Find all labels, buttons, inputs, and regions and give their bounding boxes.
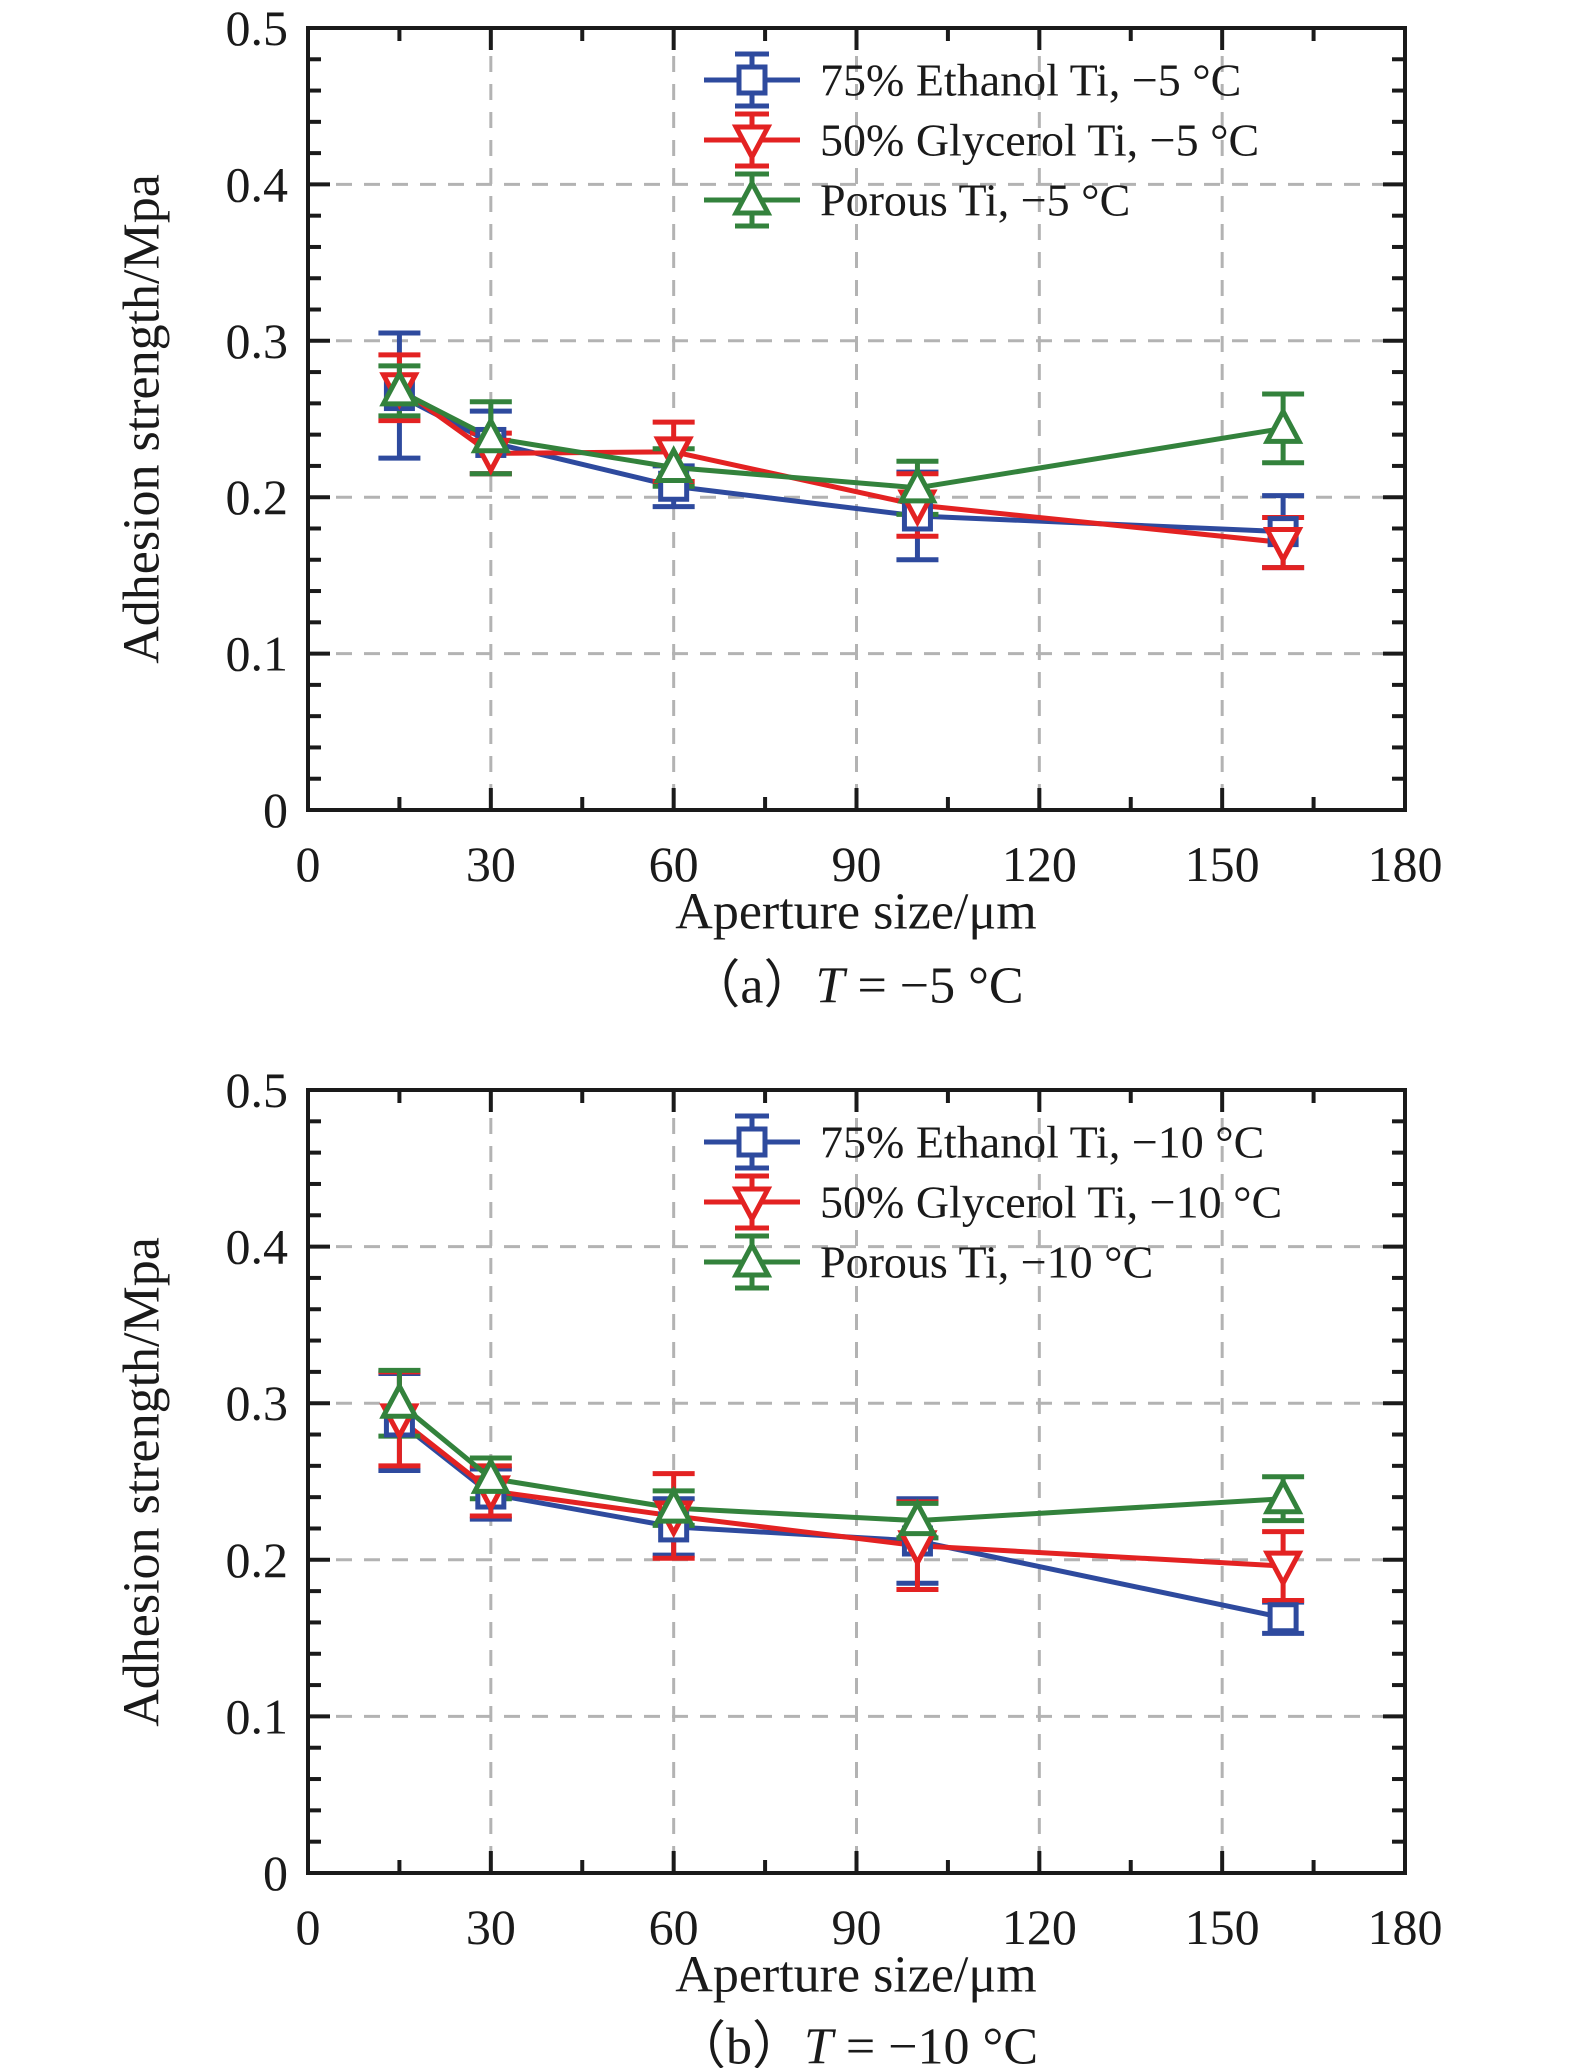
- series-triangle-up: [378, 363, 1305, 517]
- x-tick-label: 30: [466, 1899, 516, 1955]
- series-line: [397, 1416, 1284, 1569]
- y-tick-label: 0.1: [226, 1688, 289, 1744]
- y-axis-label: Adhesion strength/Mpa: [113, 174, 171, 664]
- chart-b-canvas: 0 30 60 90 120 150 180 0 0.1 0.2 0.3 0.4 0.5 75% Etha…: [226, 1062, 1443, 1955]
- x-tick-label: 0: [296, 836, 321, 892]
- x-tick-label: 180: [1368, 836, 1443, 892]
- panel-caption: （b）T = −10 °C: [674, 2004, 1038, 2068]
- y-tick-label: 0.4: [226, 156, 289, 212]
- triangle-up-marker: [379, 368, 420, 407]
- x-tick-label: 30: [466, 836, 516, 892]
- chart-panel-b: 0 30 60 90 120 150 180 0 0.1 0.2 0.3 0.4 0.5 75% Etha…: [0, 1034, 1575, 2068]
- caption-index: （a）: [688, 957, 816, 1015]
- y-axis-label: Adhesion strength/Mpa: [113, 1237, 171, 1727]
- chart-panel-a: 0 30 60 90 120 150 180 0 0.1 0.2 0.3 0.4 0.5 75% Etha…: [113, 0, 1443, 1018]
- series-markers-square: [383, 1406, 1299, 1634]
- legend-triangle-down-marker: [731, 124, 773, 163]
- y-tick-label: 0.1: [226, 626, 289, 682]
- triangle-up-marker: [1262, 1476, 1304, 1515]
- caption-value: = −10 °C: [832, 2018, 1039, 2068]
- square-marker: [1267, 1602, 1299, 1634]
- x-axis-label: Aperture size/μm: [675, 1946, 1037, 2004]
- triangle-up-marker: [379, 1380, 420, 1419]
- x-tick-label: 90: [832, 836, 882, 892]
- x-tick-label: 150: [1185, 1899, 1260, 1955]
- series-line: [398, 393, 1284, 535]
- triangle-up-marker: [897, 1498, 938, 1537]
- legend: 75% Ethanol Ti, −10 °C 50% Glycerol Ti, −…: [704, 1113, 1282, 1291]
- x-tick-label: 120: [1002, 1899, 1077, 1955]
- legend-label: 50% Glycerol Ti, −10 °C: [820, 1177, 1282, 1228]
- legend-triangle-up-marker: [731, 177, 773, 216]
- x-tick-label: 60: [649, 1899, 699, 1955]
- series-markers-triangle-up: [379, 368, 1304, 504]
- series-markers-triangle-up: [379, 1380, 1304, 1537]
- y-tick-label: 0.5: [226, 0, 289, 56]
- legend-square-marker: [736, 1126, 768, 1158]
- legend-triangle-down-marker: [731, 1186, 773, 1225]
- triangle-up-marker: [653, 1485, 694, 1524]
- series-line: [397, 385, 1284, 546]
- legend-label: Porous Ti, −5 °C: [820, 175, 1130, 226]
- series-triangle-down: [378, 1369, 1305, 1604]
- y-tick-label: 0.5: [226, 1062, 289, 1118]
- x-tick-label: 150: [1185, 836, 1260, 892]
- series-markers-square: [383, 380, 1299, 548]
- y-tick-label: 0.4: [226, 1219, 289, 1275]
- triangle-up-marker: [1262, 406, 1304, 444]
- caption-index: （b）: [673, 2018, 804, 2068]
- y-tick-label: 0.2: [226, 1532, 289, 1588]
- legend-label: 75% Ethanol Ti, −5 °C: [820, 55, 1241, 106]
- series-triangle-down: [378, 352, 1305, 571]
- y-tick-label: 0.3: [226, 1375, 289, 1431]
- series-line: [397, 1420, 1284, 1621]
- chart-a-canvas: 0 30 60 90 120 150 180 0 0.1 0.2 0.3 0.4 0.5 75% Etha…: [226, 0, 1443, 892]
- caption-variable: T: [815, 957, 845, 1015]
- y-tick-label: 0.3: [226, 313, 289, 369]
- x-tick-label: 0: [296, 1899, 321, 1955]
- triangle-up-marker: [470, 1456, 511, 1494]
- x-tick-label: 90: [832, 1899, 882, 1955]
- legend: 75% Ethanol Ti, −5 °C 50% Glycerol Ti, −5…: [704, 51, 1259, 229]
- triangle-up-marker: [653, 445, 694, 483]
- y-tick-label: 0: [263, 1845, 288, 1901]
- legend-square-marker: [736, 64, 768, 96]
- triangle-down-marker: [1262, 1550, 1304, 1589]
- triangle-up-marker: [470, 415, 511, 454]
- legend-label: 75% Ethanol Ti, −10 °C: [820, 1117, 1264, 1168]
- x-tick-label: 180: [1368, 1899, 1443, 1955]
- x-axis-label: Aperture size/μm: [675, 883, 1037, 941]
- triangle-up-marker: [897, 465, 938, 504]
- legend-label: Porous Ti, −10 °C: [820, 1237, 1153, 1288]
- y-tick-label: 0.2: [226, 469, 289, 525]
- triangle-down-marker: [1262, 527, 1304, 565]
- x-tick-label: 120: [1002, 836, 1077, 892]
- series-triangle-up: [378, 1367, 1305, 1541]
- series-line: [398, 388, 1284, 491]
- caption-variable: T: [803, 2018, 833, 2068]
- x-tick-label: 60: [649, 836, 699, 892]
- legend-triangle-up-marker: [731, 1239, 773, 1278]
- panel-caption: （a）T = −5 °C: [688, 943, 1023, 1018]
- caption-value: = −5 °C: [844, 957, 1024, 1015]
- legend-label: 50% Glycerol Ti, −5 °C: [820, 115, 1259, 166]
- y-tick-label: 0: [263, 782, 288, 838]
